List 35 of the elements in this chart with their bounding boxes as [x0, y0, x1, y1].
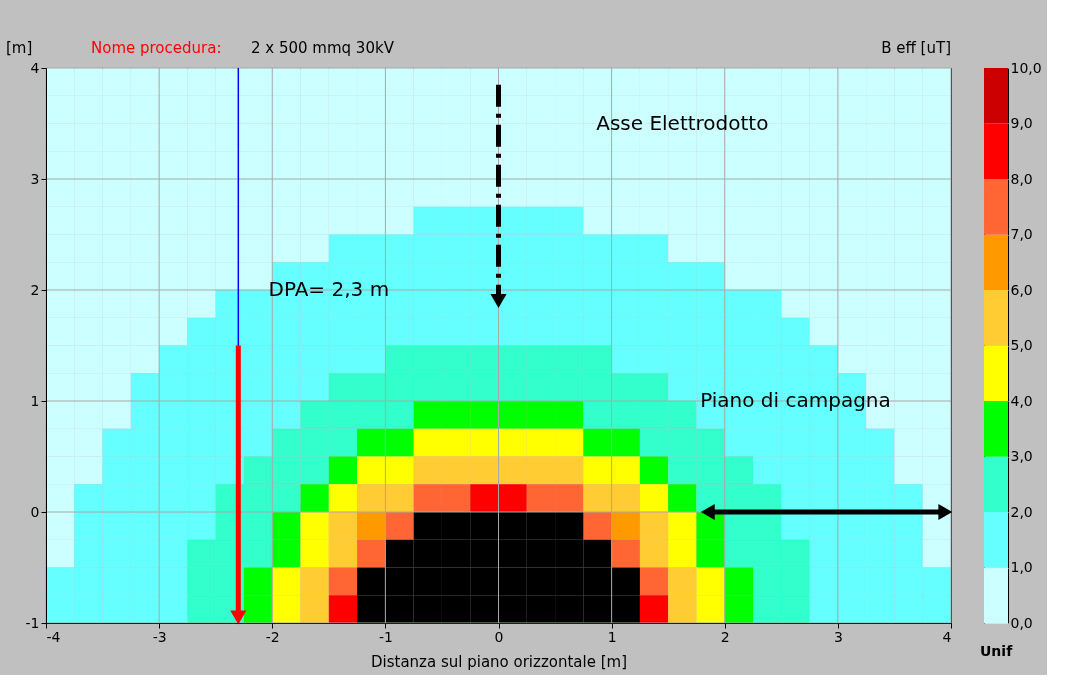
- x-axis-title: Distanza sul piano orizzontale [m]: [370, 652, 628, 671]
- annotation: DPA= 2,3 m: [268, 277, 390, 301]
- color-bar-label: 0,0: [1010, 614, 1033, 631]
- x-tick-label: -1: [378, 628, 393, 645]
- color-bar-label: 6,0: [1010, 281, 1033, 298]
- color-bar-label: 9,0: [1010, 115, 1033, 131]
- x-tick-label: 1: [607, 628, 617, 645]
- color-bar-title: B eff [uT]: [881, 39, 951, 57]
- color-bar-label: 1,0: [1010, 559, 1033, 575]
- y-tick-label: 1: [30, 392, 40, 409]
- chart-subtitle: 2 x 500 mmq 30kV: [251, 39, 395, 57]
- x-tick-label: -4: [46, 628, 61, 645]
- y-tick-label: -1: [25, 614, 40, 631]
- color-bar-label: 5,0: [1010, 337, 1033, 353]
- y-axis-title: [m]: [6, 39, 33, 57]
- x-tick-label: 2: [720, 628, 730, 645]
- color-bar-label: 8,0: [1010, 170, 1033, 187]
- color-bar-label: 4,0: [1010, 392, 1033, 409]
- x-tick-label: 3: [833, 628, 843, 645]
- y-tick-label: 2: [30, 281, 40, 298]
- x-tick-label: 0: [494, 628, 504, 645]
- x-tick-label: 4: [942, 628, 952, 645]
- annotation: Asse Elettrodotto: [596, 110, 769, 135]
- y-tick-label: 3: [30, 170, 40, 187]
- color-bar-label: 7,0: [1010, 226, 1033, 242]
- annotation: Piano di campagna: [700, 388, 891, 412]
- chart-title: Nome procedura:: [91, 39, 222, 57]
- text: Unif: [980, 643, 1014, 659]
- x-tick-label: -3: [152, 628, 167, 645]
- x-tick-label: -2: [265, 628, 280, 645]
- y-tick-label: 0: [30, 503, 40, 520]
- y-tick-label: 4: [30, 59, 40, 76]
- color-bar-label: 2,0: [1010, 503, 1033, 520]
- color-bar-label: 10,0: [1010, 59, 1042, 76]
- color-bar-label: 3,0: [1010, 448, 1033, 464]
